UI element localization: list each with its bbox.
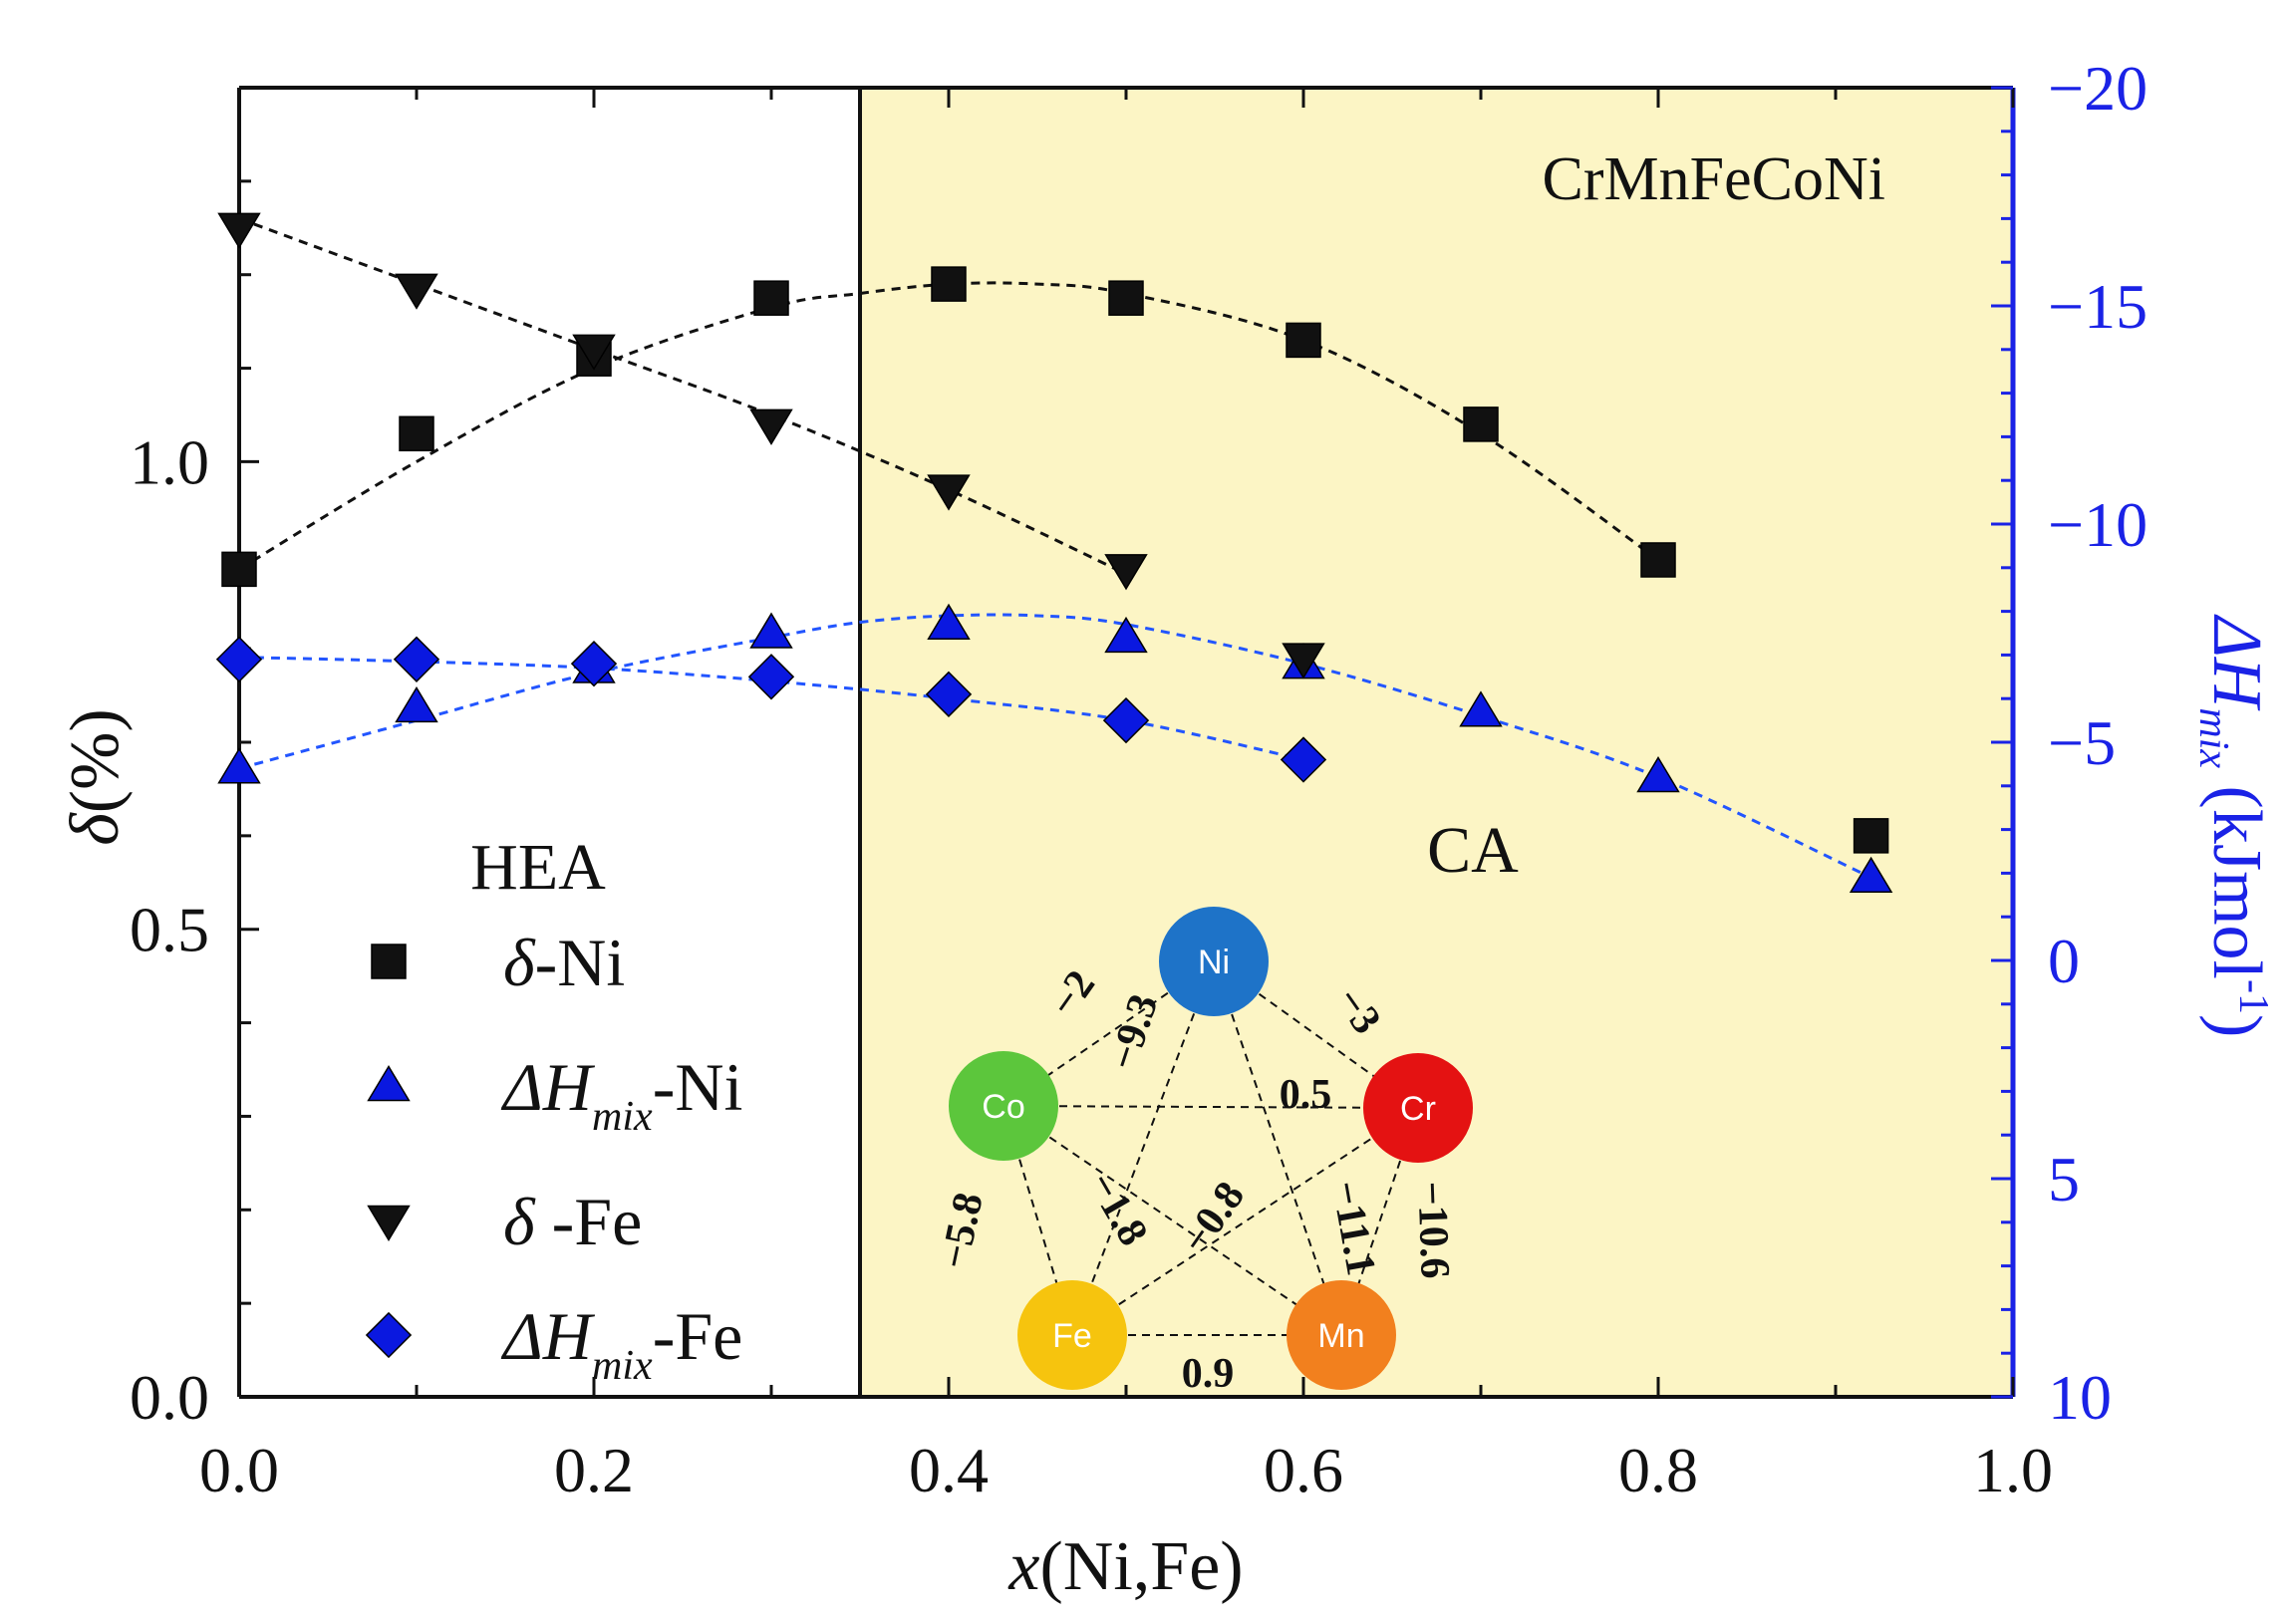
element-node-cr [1363,1053,1473,1163]
y-right-tick-label: −5 [2048,707,2116,778]
element-node-mn [1287,1280,1396,1390]
element-node-ni [1159,907,1269,1016]
x-tick-label: 0.8 [1618,1435,1698,1505]
data-point-square [399,415,434,452]
data-point-triangle-up [1104,616,1148,654]
data-point-diamond [215,636,263,682]
data-point-triangle-down [1104,554,1148,591]
data-point-triangle-up [395,685,438,723]
data-point-square [221,551,257,588]
y-axis-right-label: ΔHmix (kJmol-1) [2190,614,2276,1038]
data-point-triangle-up [1636,756,1680,793]
x-tick-label: 0.4 [909,1435,989,1505]
legend-symbol-triangle-down [367,1205,411,1242]
inset-edge-label: 0.5 [1280,1072,1332,1118]
data-point-square [1640,542,1676,578]
element-node-label: Ni [1198,944,1230,981]
data-point-triangle-down [395,273,438,310]
data-point-square [753,280,789,316]
y-right-tick-label: 0 [2048,926,2080,996]
y-left-tick-label: 0.0 [130,1362,209,1433]
legend-symbol-diamond [365,1311,413,1359]
data-point-triangle-up [1459,690,1503,727]
y-axis-left-label: δ(%) [57,708,134,845]
legend-label: ΔHmix-Ni [500,1049,742,1140]
region-label-ca: CA [1427,814,1519,887]
data-point-square [1853,818,1889,854]
region-label-hea: HEA [470,831,606,904]
x-tick-label: 0.0 [199,1435,279,1505]
fit-line [238,613,1872,880]
data-point-triangle-down [1282,643,1325,679]
x-tick-label: 0.6 [1264,1435,1343,1505]
element-node-label: Mn [1317,1317,1364,1355]
data-point-diamond [747,654,795,700]
y-right-tick-label: 5 [2048,1144,2080,1215]
x-tick-label: 0.2 [554,1435,634,1505]
x-axis-label: x(Ni,Fe) [1007,1528,1243,1605]
data-point-diamond [570,640,618,687]
legend-symbol-triangle-up [367,1064,411,1102]
data-point-triangle-up [1849,856,1893,893]
inset-edge [1002,1105,1342,1336]
data-point-diamond [393,636,440,682]
data-point-square [1286,322,1321,359]
element-node-label: Co [982,1088,1024,1126]
data-point-square [1108,280,1144,316]
data-point-diamond [925,671,973,717]
element-node-fe [1017,1280,1127,1390]
data-point-triangle-up [749,612,793,649]
ca-region [860,88,2013,1397]
data-point-diamond [1102,696,1150,744]
x-tick-label: 1.0 [1973,1435,2053,1505]
y-left-tick-label: 1.0 [130,426,209,497]
inset-edge [1213,960,1342,1336]
inset-edge-label: 0.9 [1182,1351,1235,1397]
y-left-tick-label: 0.5 [130,895,209,965]
element-node-co [949,1051,1058,1161]
y-right-tick-label: 10 [2048,1362,2112,1433]
legend-label: ΔHmix-Fe [500,1298,742,1389]
legend-label: δ -Fe [503,1184,642,1259]
data-point-triangle-down [927,474,971,511]
legend-label: δ-Ni [503,925,625,1000]
y-right-tick-label: −10 [2048,489,2148,560]
inset-edge-label: −10.6 [1408,1181,1457,1279]
y-right-tick-label: −20 [2048,53,2148,124]
fit-line [238,281,1659,571]
data-point-triangle-down [749,408,793,445]
data-point-triangle-up [927,603,971,640]
y-right-tick-label: −15 [2048,271,2148,342]
data-point-square [1463,406,1499,442]
data-point-square [931,266,967,302]
legend: δ-Ni ΔHmix-Ni δ -Fe ΔHmix-Fe [365,925,742,1389]
data-point-triangle-up [217,747,261,784]
data-point-diamond [1280,736,1327,783]
chart-title: CrMnFeCoNi [1543,145,1885,213]
data-point-triangle-down [217,212,261,249]
element-node-label: Cr [1400,1090,1436,1128]
element-node-label: Fe [1052,1317,1092,1355]
fit-line [238,216,1127,576]
inset-edge [1071,960,1215,1336]
data-point-triangle-down [572,334,616,371]
legend-symbol-square [371,944,407,979]
